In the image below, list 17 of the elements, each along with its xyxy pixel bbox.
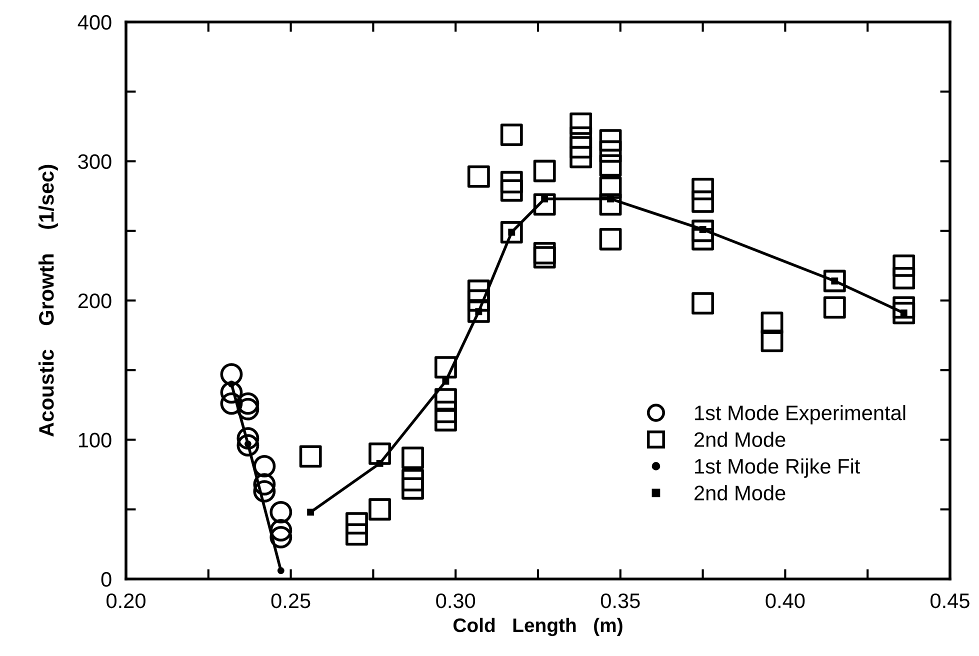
y-tick-label: 0 [101, 572, 112, 587]
legend-label: 2nd Mode [694, 485, 786, 500]
legend-label: 1st Mode Rijke Fit [695, 458, 860, 478]
x-tick-label: 0.20 [106, 593, 146, 608]
legend-label: 2nd Mode [694, 432, 786, 448]
x-tick-label: 0.30 [436, 593, 476, 608]
x-axis-title: Cold Length (m) [453, 618, 622, 636]
y-tick-label: 100 [78, 432, 112, 448]
y-tick-label: 300 [78, 154, 112, 170]
y-tick-label: 400 [78, 15, 112, 30]
y-axis-title: Acoustic Growth (1/sec) [38, 164, 58, 437]
x-tick-label: 0.45 [930, 593, 970, 608]
x-tick-label: 0.25 [271, 593, 310, 608]
x-tick-label: 0.35 [600, 593, 640, 608]
legend-label: 1st Mode Experimental [695, 404, 906, 424]
x-tick-label: 0.40 [766, 593, 805, 608]
y-tick-label: 200 [78, 294, 112, 308]
